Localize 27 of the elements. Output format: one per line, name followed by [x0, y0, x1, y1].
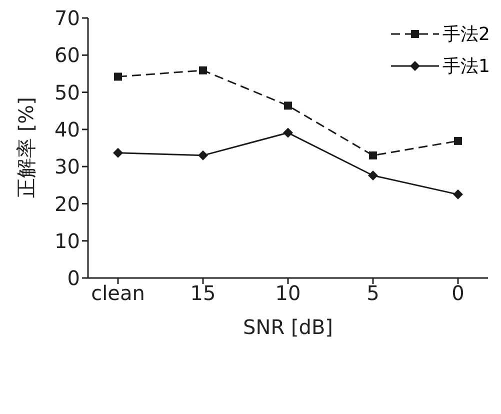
x-tick-label: clean	[91, 281, 145, 306]
point	[114, 72, 122, 81]
x-axis-title: SNR [dB]	[243, 315, 333, 339]
x-tick-label: 5	[366, 281, 380, 306]
point	[453, 189, 463, 200]
point	[113, 148, 123, 158]
point	[454, 136, 462, 145]
point	[284, 102, 292, 110]
y-tick-label: 50	[54, 80, 80, 104]
y-tick-label: 0	[67, 266, 80, 290]
x-tick-label: 10	[275, 281, 301, 306]
y-axis-title: 正解率 [%]	[14, 97, 38, 198]
point	[199, 66, 207, 74]
point	[368, 170, 378, 180]
point	[283, 128, 293, 138]
legend-label: 手法2	[442, 23, 490, 46]
y-tick-label: 30	[54, 154, 80, 179]
x-tick-label: 15	[190, 281, 216, 306]
y-tick-label: 20	[54, 192, 80, 216]
point	[369, 151, 377, 160]
y-tick-label: 60	[54, 43, 80, 68]
y-tick-label: 70	[54, 6, 80, 30]
y-tick-label: 10	[54, 228, 80, 253]
legend-label: 手法1	[442, 55, 490, 78]
point	[198, 150, 208, 160]
y-tick-label: 40	[54, 118, 80, 142]
x-tick-label: 0	[452, 281, 464, 306]
